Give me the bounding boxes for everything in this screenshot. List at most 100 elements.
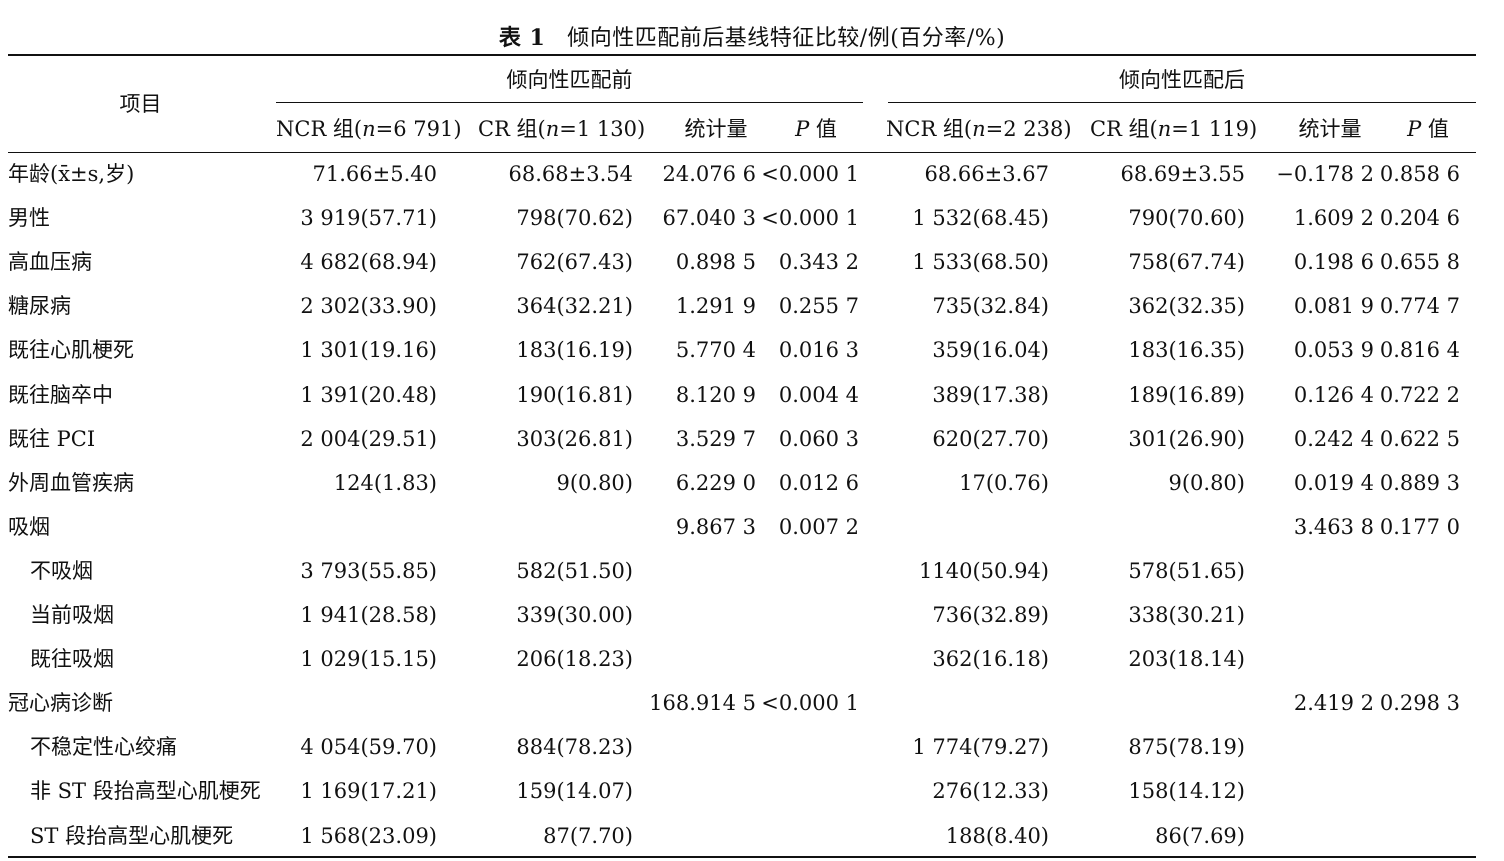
cell-p1: 0.016 3 (778, 338, 859, 362)
cell-p1: <0.000 1 (761, 162, 859, 186)
cell-cr1: 339(30.00) (516, 603, 633, 627)
cell-ncr2: 1 774(79.27) (912, 735, 1049, 759)
cell-ncr2: 188(8.40) (945, 824, 1049, 848)
cell-cr2: 578(51.65) (1128, 559, 1245, 583)
group-rule-after (888, 102, 1476, 103)
cell-p2: 0.177 0 (1379, 515, 1460, 539)
row-item-label: 高血压病 (8, 250, 92, 274)
cell-ncr1: 2 302(33.90) (300, 294, 437, 318)
cell-cr2: 338(30.21) (1128, 603, 1245, 627)
cell-ncr2: 68.66±3.67 (924, 162, 1049, 186)
cell-p2: 0.774 7 (1379, 294, 1460, 318)
row-item-label: 既往 PCI (8, 427, 96, 451)
cell-ncr1: 2 004(29.51) (300, 427, 437, 451)
table-caption: 表 1 倾向性匹配前后基线特征比较/例(百分率/%) (0, 20, 1504, 52)
header-p-before: P 值 (795, 117, 837, 141)
cell-stat1: 0.898 5 (675, 250, 756, 274)
cell-cr1: 206(18.23) (516, 647, 633, 671)
cell-stat2: −0.178 2 (1276, 162, 1374, 186)
header-p-after: P 值 (1407, 117, 1449, 141)
header-ncr-after: NCR 组(n=2 238) (886, 117, 1072, 141)
cell-cr1: 303(26.81) (516, 427, 633, 451)
cell-ncr2: 362(16.18) (932, 647, 1049, 671)
header-before: 倾向性匹配前 (506, 68, 633, 92)
header-rule (8, 152, 1476, 153)
row-item-label: 非 ST 段抬高型心肌梗死 (30, 779, 261, 803)
cell-stat1: 3.529 7 (675, 427, 756, 451)
table-label: 表 1 (498, 25, 546, 51)
cell-ncr2: 389(17.38) (932, 383, 1049, 407)
cell-ncr2: 620(27.70) (932, 427, 1049, 451)
cell-p1: 0.004 4 (778, 383, 859, 407)
cell-stat2: 3.463 8 (1293, 515, 1374, 539)
cell-cr1: 582(51.50) (516, 559, 633, 583)
cell-ncr1: 1 301(19.16) (300, 338, 437, 362)
row-item-label: 不稳定性心绞痛 (30, 735, 177, 759)
bottom-rule (8, 856, 1476, 858)
cell-p1: 0.060 3 (778, 427, 859, 451)
row-item-label: 既往吸烟 (30, 647, 114, 671)
cell-stat2: 1.609 2 (1293, 206, 1374, 230)
row-item-label: 外周血管疾病 (8, 471, 134, 495)
cell-ncr1: 1 029(15.15) (300, 647, 437, 671)
cell-p2: 0.858 6 (1379, 162, 1460, 186)
cell-p2: 0.889 3 (1379, 471, 1460, 495)
cell-cr2: 183(16.35) (1128, 338, 1245, 362)
header-stat-before: 统计量 (684, 117, 748, 141)
cell-cr1: 798(70.62) (516, 206, 633, 230)
cell-cr1: 364(32.21) (516, 294, 633, 318)
cell-cr1: 68.68±3.54 (508, 162, 633, 186)
cell-p2: 0.204 6 (1379, 206, 1460, 230)
cell-cr2: 301(26.90) (1128, 427, 1245, 451)
cell-ncr2: 359(16.04) (932, 338, 1049, 362)
cell-stat2: 0.081 9 (1293, 294, 1374, 318)
cell-cr1: 9(0.80) (556, 471, 633, 495)
cell-stat1: 9.867 3 (675, 515, 756, 539)
cell-ncr1: 3 919(57.71) (300, 206, 437, 230)
row-item-label: 冠心病诊断 (8, 691, 113, 715)
cell-cr2: 189(16.89) (1128, 383, 1245, 407)
cell-cr2: 9(0.80) (1168, 471, 1245, 495)
row-item-label: ST 段抬高型心肌梗死 (30, 824, 234, 848)
cell-stat2: 0.198 6 (1293, 250, 1374, 274)
cell-stat1: 8.120 9 (675, 383, 756, 407)
cell-cr2: 758(67.74) (1128, 250, 1245, 274)
row-item-label: 不吸烟 (30, 559, 93, 583)
cell-ncr2: 1 533(68.50) (912, 250, 1049, 274)
cell-cr2: 875(78.19) (1128, 735, 1245, 759)
header-after: 倾向性匹配后 (1119, 68, 1245, 92)
cell-ncr2: 736(32.89) (932, 603, 1049, 627)
cell-ncr1: 71.66±5.40 (312, 162, 437, 186)
row-item-label: 糖尿病 (8, 294, 71, 318)
top-rule (8, 54, 1476, 56)
cell-cr2: 158(14.12) (1128, 779, 1245, 803)
group-rule-before (276, 102, 863, 103)
header-cr-after: CR 组(n=1 119) (1090, 117, 1258, 141)
cell-ncr1: 124(1.83) (333, 471, 437, 495)
row-item-label: 既往心肌梗死 (8, 338, 134, 362)
table-title: 倾向性匹配前后基线特征比较/例(百分率/%) (567, 26, 1006, 51)
cell-ncr1: 1 941(28.58) (300, 603, 437, 627)
cell-ncr2: 1 532(68.45) (912, 206, 1049, 230)
cell-stat1: 168.914 5 (649, 691, 756, 715)
cell-stat1: 24.076 6 (662, 162, 756, 186)
cell-cr2: 790(70.60) (1128, 206, 1245, 230)
cell-p1: 0.343 2 (778, 250, 859, 274)
header-item: 项目 (119, 92, 162, 116)
header-ncr-before: NCR 组(n=6 791) (276, 117, 462, 141)
row-item-label: 男性 (8, 206, 50, 230)
cell-p2: 0.298 3 (1379, 691, 1460, 715)
cell-ncr2: 17(0.76) (959, 471, 1049, 495)
cell-ncr1: 1 568(23.09) (300, 824, 437, 848)
cell-cr2: 68.69±3.55 (1120, 162, 1245, 186)
cell-cr1: 183(16.19) (516, 338, 633, 362)
cell-cr2: 203(18.14) (1128, 647, 1245, 671)
row-item-label: 既往脑卒中 (8, 383, 113, 407)
cell-cr1: 159(14.07) (516, 779, 633, 803)
cell-stat2: 0.019 4 (1293, 471, 1374, 495)
cell-ncr1: 1 169(17.21) (300, 779, 437, 803)
cell-cr2: 86(7.69) (1155, 824, 1245, 848)
cell-ncr1: 1 391(20.48) (300, 383, 437, 407)
cell-p2: 0.722 2 (1379, 383, 1460, 407)
header-stat-after: 统计量 (1298, 117, 1362, 141)
